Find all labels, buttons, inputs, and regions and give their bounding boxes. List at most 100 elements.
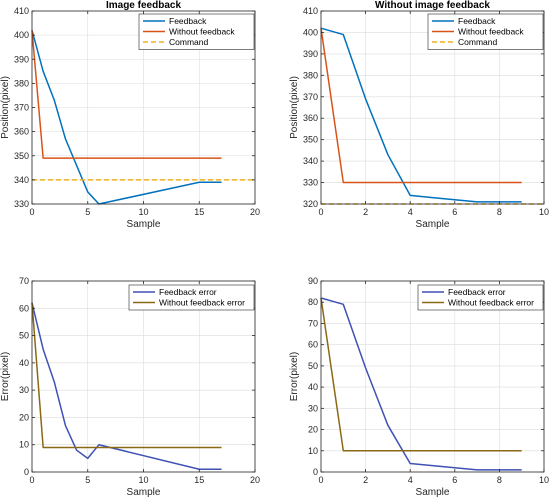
y-tick-label: 350 [303,135,318,145]
y-tick-label: 20 [19,412,29,422]
x-tick-label: 20 [250,475,260,485]
x-tick-label: 5 [85,207,90,217]
x-axis-label: Sample [127,219,161,230]
y-tick-label: 330 [303,178,318,188]
y-tick-label: 0 [24,467,29,477]
y-tick-label: 330 [14,199,29,209]
y-tick-label: 50 [19,331,29,341]
y-tick-label: 390 [303,49,318,59]
x-axis-label: Sample [416,219,450,230]
y-tick-label: 10 [19,440,29,450]
y-tick-label: 340 [14,175,29,185]
y-tick-label: 40 [19,358,29,368]
y-tick-label: 90 [308,276,318,286]
y-tick-label: 70 [19,276,29,286]
x-tick-label: 10 [539,475,549,485]
chart-3: 0 5 10 15 20 0 10 20 30 40 50 60 70 Sample Error(pixel… [0,276,260,498]
series-line-2 [320,297,522,452]
x-tick-label: 8 [497,207,502,217]
y-tick-label: 380 [14,78,29,88]
x-tick-label: 10 [138,475,148,485]
y-tick-label: 400 [14,30,29,40]
y-tick-label: 410 [303,6,318,16]
legend-box [417,284,544,311]
x-tick-label: 8 [497,475,502,485]
legend-label: Feedback [169,16,207,26]
y-tick-label: 380 [303,70,318,80]
y-tick-label: 360 [303,113,318,123]
y-tick-label: 10 [308,446,318,456]
series-line-1 [320,27,522,203]
axes-box [320,10,545,205]
legend-box [128,284,255,311]
y-tick-label: 410 [14,6,29,16]
series-line-2 [320,28,522,184]
legend-label: Command [458,37,497,47]
chart-2: 0 2 4 6 8 10 320 330 340 350 360 370 380 390 400 410 Sam… [289,0,549,230]
legend-label: Command [169,37,208,47]
y-tick-label: 370 [14,103,29,113]
y-tick-label: 30 [308,403,318,413]
legend-label: Feedback error [159,287,217,297]
legend-label: Without feedback [458,27,524,37]
y-tick-label: 20 [308,425,318,435]
series-line-2 [31,30,222,159]
y-tick-label: 60 [308,340,318,350]
y-tick-label: 350 [14,151,29,161]
y-tick-label: 50 [308,361,318,371]
x-tick-label: 5 [85,475,90,485]
series-line-1 [31,302,222,471]
y-tick-label: 30 [19,385,29,395]
x-tick-label: 4 [408,475,413,485]
legend-label: Feedback [458,16,496,26]
y-axis-label: Position(pixel) [0,76,11,139]
y-axis-label: Error(pixel) [289,352,300,401]
legend-label: Without feedback error [448,298,534,308]
y-tick-label: 340 [303,156,318,166]
y-tick-label: 320 [303,199,318,209]
x-tick-label: 10 [138,207,148,217]
x-tick-label: 10 [539,207,549,217]
series-line-1 [320,297,522,471]
x-axis-label: Sample [127,487,161,498]
axes-box [320,280,545,473]
x-tick-label: 15 [194,475,204,485]
y-tick-label: 360 [14,127,29,137]
x-tick-label: 20 [250,207,260,217]
y-tick-label: 400 [303,27,318,37]
x-axis-label: Sample [416,487,450,498]
y-tick-label: 70 [308,318,318,328]
x-tick-label: 2 [363,207,368,217]
y-tick-label: 390 [14,54,29,64]
legend-label: Without feedback [169,27,235,37]
x-tick-label: 15 [194,207,204,217]
y-tick-label: 80 [308,297,318,307]
x-tick-label: 6 [452,475,457,485]
chart-4: 0 2 4 6 8 10 0 10 20 30 40 50 60 70 80 90 Sample Error(pi… [289,276,549,498]
x-tick-label: 0 [318,207,323,217]
x-tick-label: 6 [452,207,457,217]
series-line-2 [31,302,222,449]
y-axis-label: Error(pixel) [0,352,11,401]
plot-area [321,281,544,472]
x-tick-label: 4 [408,207,413,217]
y-axis-label: Position(pixel) [289,76,300,139]
y-tick-label: 370 [303,92,318,102]
y-tick-label: 0 [313,467,318,477]
legend-label: Feedback error [448,287,506,297]
y-tick-label: 60 [19,303,29,313]
legend-label: Without feedback error [159,298,245,308]
x-tick-label: 0 [29,207,34,217]
chart-1: 0 5 10 15 20 330 340 350 360 370 380 390 400 410 Sampl… [0,0,260,230]
chart-title: Image feedback [106,0,181,11]
y-tick-label: 40 [308,382,318,392]
chart-title: Without image feedback [375,0,490,11]
x-tick-label: 0 [29,475,34,485]
series-line-1 [31,30,222,205]
x-tick-label: 0 [318,475,323,485]
